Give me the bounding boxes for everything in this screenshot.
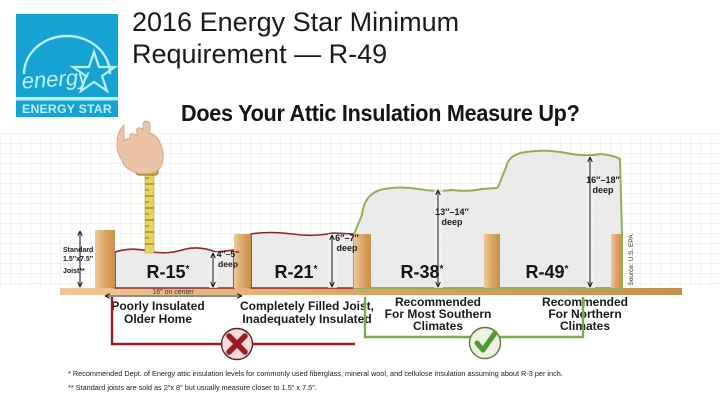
svg-text:deep: deep bbox=[218, 259, 238, 269]
svg-text:1.5″x7.5″: 1.5″x7.5″ bbox=[63, 256, 94, 263]
svg-text:Climates: Climates bbox=[413, 319, 463, 333]
svg-text:R-15*: R-15* bbox=[147, 262, 190, 282]
svg-text:Climates: Climates bbox=[560, 319, 610, 333]
svg-text:Joist**: Joist** bbox=[63, 268, 85, 275]
svg-text:R-21*: R-21* bbox=[275, 262, 318, 282]
svg-text:4″–5″: 4″–5″ bbox=[217, 249, 240, 259]
svg-text:R-38*: R-38* bbox=[401, 262, 444, 282]
svg-text:Poorly Insulated: Poorly Insulated bbox=[111, 299, 204, 313]
svg-text:16″ on center: 16″ on center bbox=[152, 289, 194, 296]
svg-text:Source: U.S. EPA: Source: U.S. EPA bbox=[628, 234, 635, 286]
svg-text:** Standard joists are sold as: ** Standard joists are sold as 2″x 8″ bu… bbox=[68, 383, 317, 392]
svg-text:* Recommended Dept. of Energy: * Recommended Dept. of Energy attic insu… bbox=[68, 369, 563, 378]
svg-text:Standard: Standard bbox=[63, 247, 93, 254]
svg-text:16″–18″: 16″–18″ bbox=[586, 175, 620, 185]
svg-text:deep: deep bbox=[336, 243, 358, 253]
svg-text:Inadequately Insulated: Inadequately Insulated bbox=[242, 312, 371, 326]
svg-text:deep: deep bbox=[441, 217, 463, 227]
svg-text:Older Home: Older Home bbox=[124, 312, 192, 326]
svg-text:Completely Filled Joist,: Completely Filled Joist, bbox=[240, 299, 374, 313]
svg-text:deep: deep bbox=[592, 185, 614, 195]
svg-text:13″–14″: 13″–14″ bbox=[435, 207, 469, 217]
svg-text:R-49*: R-49* bbox=[526, 262, 569, 282]
svg-text:6″–7″: 6″–7″ bbox=[335, 233, 359, 243]
